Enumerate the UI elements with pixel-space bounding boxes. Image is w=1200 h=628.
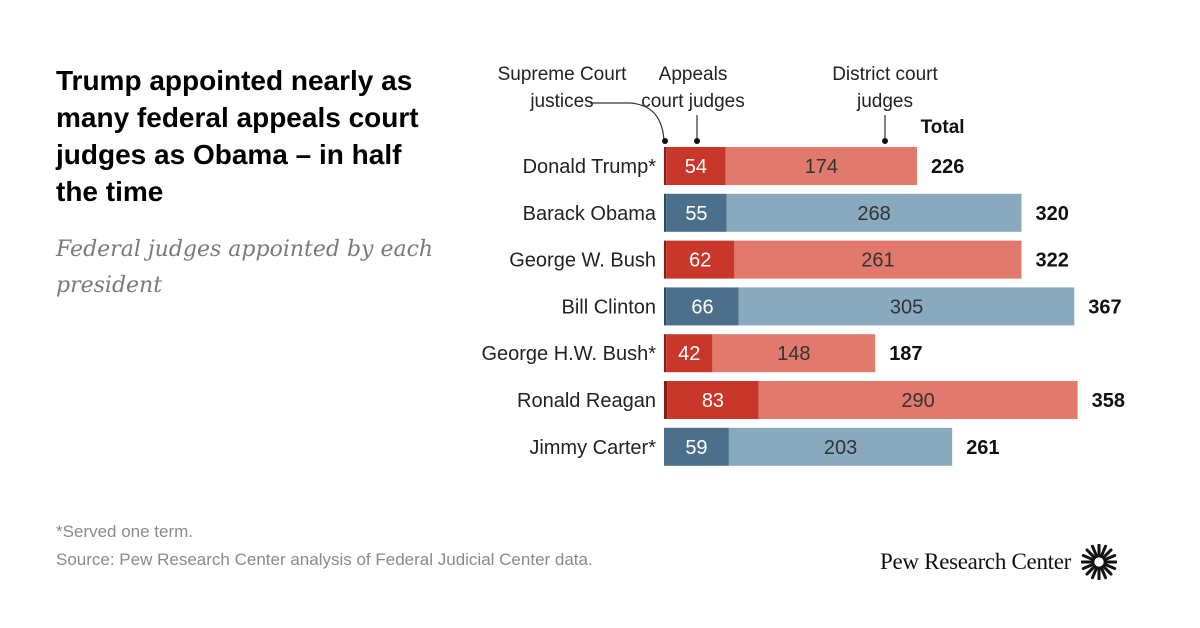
bar-segment [664, 427, 729, 466]
category-label: Barack Obama [523, 203, 657, 225]
category-label: Donald Trump* [523, 156, 657, 178]
bar-segment [664, 240, 667, 279]
bar-segment [664, 147, 667, 185]
category-label: Ronald Reagan [517, 390, 656, 412]
data-label: 261 [861, 250, 894, 272]
bar-segment [758, 381, 1078, 419]
total-label: 358 [1092, 390, 1125, 412]
footnote: *Served one term. [56, 522, 194, 541]
category-label: Bill Clinton [562, 296, 656, 318]
data-label: 268 [857, 203, 890, 225]
total-label: 226 [931, 156, 964, 178]
leader-dot [882, 138, 888, 144]
sunburst-ray [1099, 566, 1108, 580]
series-annotation: justices [529, 91, 593, 112]
category-label: George W. Bush [509, 250, 656, 272]
series-annotation: judges [856, 91, 913, 112]
sunburst-ray [1091, 566, 1099, 580]
bar-segment [666, 147, 726, 185]
data-label: 203 [824, 437, 857, 459]
data-label: 54 [685, 156, 707, 178]
sunburst-icon [1081, 544, 1118, 580]
bar-segment [712, 334, 876, 373]
sunburst-ray [1103, 553, 1117, 562]
sunburst-ray [1103, 562, 1117, 571]
source-note: Source: Pew Research Center analysis of … [56, 550, 593, 569]
data-label: 290 [901, 390, 934, 412]
bar-segment [666, 193, 727, 232]
sunburst-ray [1091, 544, 1099, 558]
total-label: 322 [1036, 250, 1069, 272]
sunburst-ray [1101, 548, 1113, 560]
bar-segment [738, 287, 1075, 326]
bar-segment [664, 381, 668, 419]
sunburst-ray [1101, 564, 1113, 576]
data-label: 59 [685, 437, 707, 459]
stacked-bar-chart: Donald Trump* 54 174 226 Barack Obama 55 268 32… [481, 64, 1125, 466]
data-label: 148 [777, 343, 810, 365]
series-annotation: District court [832, 64, 938, 85]
chart-subtitle: Federal judges appointed by each preside… [56, 237, 434, 298]
bar-segment [664, 287, 667, 326]
bar-segment [666, 287, 739, 326]
leader-dot [662, 138, 668, 144]
total-label: 261 [966, 437, 999, 459]
total-label: 320 [1036, 203, 1069, 225]
footnote-block: *Served one term. Source: Pew Research C… [56, 518, 593, 574]
total-label: 367 [1088, 296, 1121, 318]
bar-segment [666, 334, 713, 373]
bar-segment [734, 240, 1022, 279]
data-label: 66 [691, 296, 713, 318]
category-label: George H.W. Bush* [481, 343, 656, 365]
bar-segment [726, 193, 1022, 232]
data-label: 83 [702, 390, 724, 412]
series-annotation: Supreme Court [498, 64, 628, 85]
data-label: 174 [805, 156, 838, 178]
bar-segment [666, 240, 735, 279]
sunburst-ray [1081, 553, 1095, 562]
sunburst-ray [1085, 548, 1097, 560]
total-label: 187 [889, 343, 922, 365]
bar-segment [664, 334, 667, 373]
bar-segment [728, 427, 953, 466]
data-label: 55 [685, 203, 707, 225]
data-label: 305 [890, 296, 923, 318]
leader-line [590, 102, 665, 142]
data-label: 62 [689, 250, 711, 272]
bar-segment [725, 147, 917, 185]
chart-title: Trump appointed nearly as many federal a… [56, 65, 419, 207]
sunburst-ray [1099, 544, 1108, 558]
series-annotation: court judges [641, 91, 745, 112]
brand-name: Pew Research Center [880, 549, 1072, 574]
leader-dot [694, 138, 700, 144]
sunburst-ray [1081, 562, 1095, 571]
bar-segment [667, 381, 759, 419]
sunburst-ray [1085, 564, 1097, 576]
data-label: 42 [678, 343, 700, 365]
bar-segment [664, 193, 667, 232]
category-label: Jimmy Carter* [529, 437, 656, 459]
totals-header: Total [921, 117, 965, 138]
series-annotation: Appeals [659, 64, 728, 85]
brand-logo: Pew Research Center [880, 544, 1118, 580]
